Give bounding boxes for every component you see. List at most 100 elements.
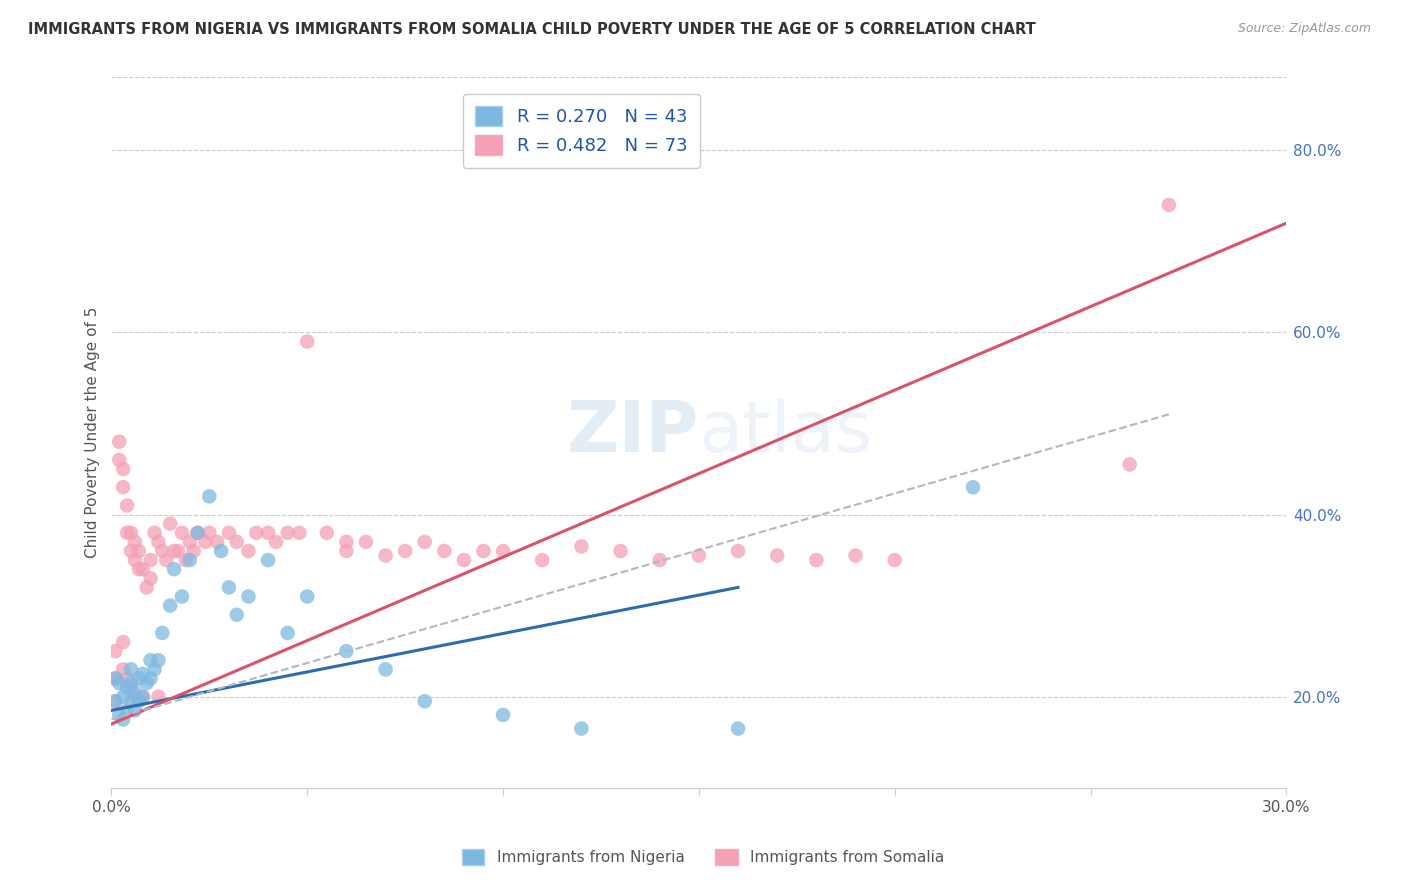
Point <box>571 540 593 554</box>
Point <box>124 690 146 704</box>
Point <box>115 681 138 695</box>
Point <box>179 553 201 567</box>
Point <box>218 525 240 540</box>
Point <box>238 544 260 558</box>
Point <box>128 544 150 558</box>
Point <box>844 549 866 563</box>
Point <box>277 626 299 640</box>
Point <box>205 534 228 549</box>
Point <box>120 544 142 558</box>
Point <box>225 534 247 549</box>
Point <box>115 499 138 513</box>
Legend: Immigrants from Nigeria, Immigrants from Somalia: Immigrants from Nigeria, Immigrants from… <box>456 843 950 871</box>
Point <box>1118 458 1140 472</box>
Point <box>115 672 138 686</box>
Point <box>883 553 905 567</box>
Point <box>124 703 146 717</box>
Point <box>609 544 631 558</box>
Point <box>104 672 127 686</box>
Point <box>264 534 287 549</box>
Point <box>194 534 217 549</box>
Point <box>394 544 416 558</box>
Point <box>112 635 135 649</box>
Point <box>163 562 186 576</box>
Point <box>187 525 209 540</box>
Point <box>104 694 127 708</box>
Point <box>115 525 138 540</box>
Point <box>170 590 193 604</box>
Text: atlas: atlas <box>699 398 873 467</box>
Text: IMMIGRANTS FROM NIGERIA VS IMMIGRANTS FROM SOMALIA CHILD POVERTY UNDER THE AGE O: IMMIGRANTS FROM NIGERIA VS IMMIGRANTS FR… <box>28 22 1036 37</box>
Point <box>112 713 135 727</box>
Point <box>112 480 135 494</box>
Point <box>120 676 142 690</box>
Point <box>120 681 142 695</box>
Point <box>648 553 671 567</box>
Point <box>132 667 155 681</box>
Point <box>218 581 240 595</box>
Point <box>120 662 142 676</box>
Point <box>962 480 984 494</box>
Text: ZIP: ZIP <box>567 398 699 467</box>
Point <box>132 562 155 576</box>
Point <box>139 672 162 686</box>
Point <box>128 562 150 576</box>
Point <box>155 553 177 567</box>
Point <box>315 525 337 540</box>
Point <box>335 644 357 658</box>
Point <box>238 590 260 604</box>
Point <box>374 549 396 563</box>
Point <box>288 525 311 540</box>
Point <box>374 662 396 676</box>
Point <box>148 690 170 704</box>
Point <box>433 544 456 558</box>
Point <box>257 525 280 540</box>
Point <box>108 707 131 722</box>
Point <box>727 544 749 558</box>
Point <box>120 694 142 708</box>
Point <box>135 581 157 595</box>
Point <box>150 626 173 640</box>
Point <box>277 525 299 540</box>
Point <box>187 525 209 540</box>
Point <box>150 544 173 558</box>
Point <box>112 662 135 676</box>
Point <box>472 544 495 558</box>
Point <box>128 672 150 686</box>
Point <box>1157 198 1180 212</box>
Point <box>198 489 221 503</box>
Point <box>183 544 205 558</box>
Point <box>245 525 267 540</box>
Point <box>159 599 181 613</box>
Legend: R = 0.270   N = 43, R = 0.482   N = 73: R = 0.270 N = 43, R = 0.482 N = 73 <box>463 94 700 168</box>
Point <box>492 707 515 722</box>
Y-axis label: Child Poverty Under the Age of 5: Child Poverty Under the Age of 5 <box>86 307 100 558</box>
Point <box>453 553 475 567</box>
Point <box>167 544 190 558</box>
Point <box>174 553 197 567</box>
Point <box>354 534 377 549</box>
Point <box>297 334 319 349</box>
Point <box>124 534 146 549</box>
Point <box>108 453 131 467</box>
Point <box>179 534 201 549</box>
Point <box>132 690 155 704</box>
Point <box>143 662 166 676</box>
Point <box>124 685 146 699</box>
Point <box>128 694 150 708</box>
Point <box>170 525 193 540</box>
Point <box>108 676 131 690</box>
Point <box>571 722 593 736</box>
Point <box>135 676 157 690</box>
Point <box>766 549 789 563</box>
Point <box>112 462 135 476</box>
Point <box>297 590 319 604</box>
Point <box>688 549 710 563</box>
Point <box>148 534 170 549</box>
Point <box>132 690 155 704</box>
Point <box>413 534 436 549</box>
Point <box>198 525 221 540</box>
Point <box>413 694 436 708</box>
Point <box>104 644 127 658</box>
Point <box>104 694 127 708</box>
